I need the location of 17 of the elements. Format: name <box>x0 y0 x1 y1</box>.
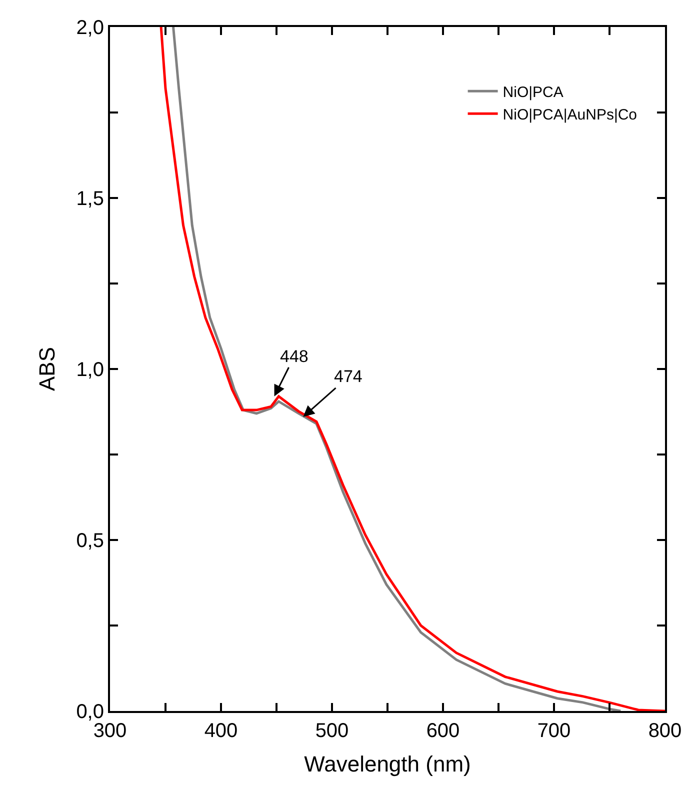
y-axis-title: ABS <box>34 346 60 392</box>
x-tick-label: 400 <box>204 720 238 742</box>
x-tick-label: 800 <box>648 720 682 742</box>
x-tick-label: 500 <box>315 720 349 742</box>
legend-label: NiO|PCA|AuNPs|Co <box>502 106 638 124</box>
y-tick-label: 0,0 <box>76 701 104 723</box>
x-tick-label: 600 <box>426 720 460 742</box>
x-tick-label: 300 <box>93 720 127 742</box>
y-tick-label: 0,5 <box>76 530 104 552</box>
y-tick-label: 1,0 <box>76 359 104 381</box>
x-axis-title: Wavelength (nm) <box>304 751 471 776</box>
y-tick-label: 2,0 <box>76 17 104 39</box>
legend-label: NiO|PCA <box>502 84 564 101</box>
annotation: 474 <box>334 367 362 386</box>
y-tick-label: 1,5 <box>76 188 104 210</box>
annotation: 448 <box>280 347 308 366</box>
x-tick-label: 700 <box>537 720 571 742</box>
